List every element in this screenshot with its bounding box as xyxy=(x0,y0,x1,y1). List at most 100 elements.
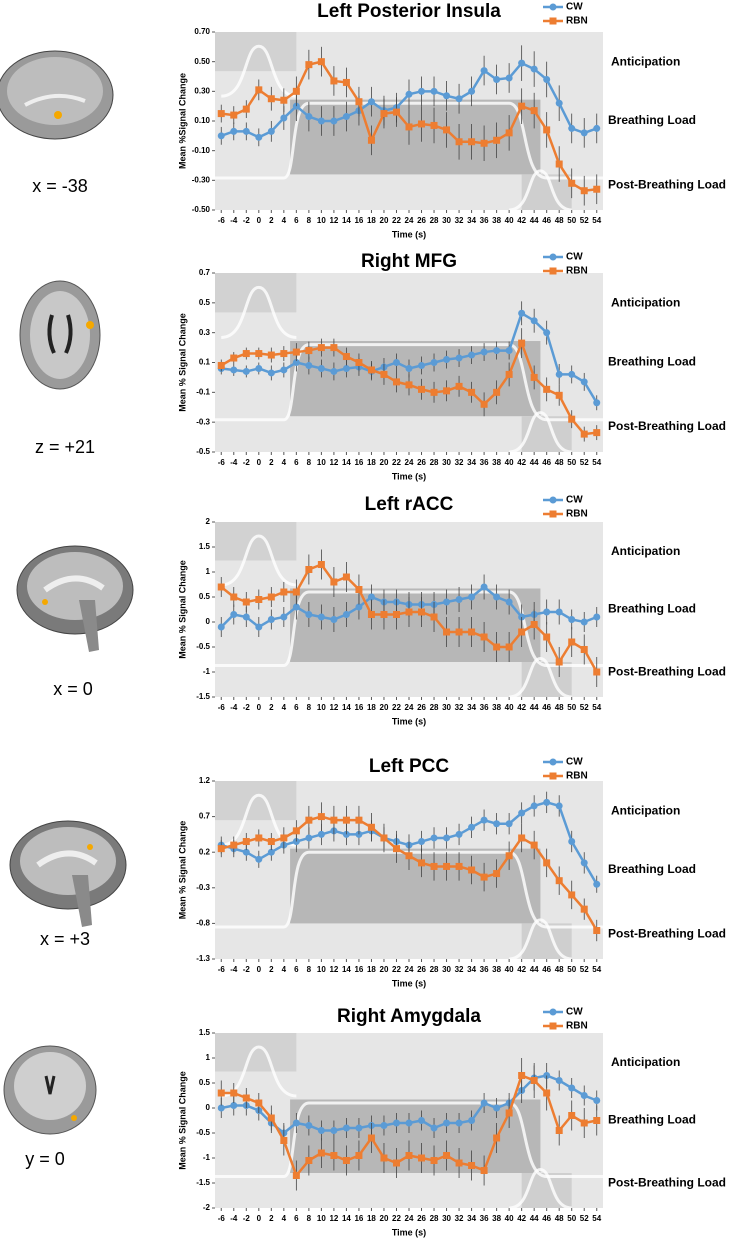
data-point xyxy=(493,347,501,355)
y-tick-label: -1 xyxy=(203,1153,211,1162)
data-point xyxy=(593,1117,601,1124)
x-tick-label: 16 xyxy=(354,1214,363,1223)
data-point xyxy=(505,129,513,137)
y-tick-label: 2 xyxy=(206,517,211,526)
y-tick-label: 1 xyxy=(206,567,211,576)
x-tick-label: 20 xyxy=(380,1214,389,1223)
data-point xyxy=(380,611,388,618)
data-point xyxy=(217,361,225,369)
data-point xyxy=(230,127,238,135)
x-tick-label: 14 xyxy=(342,703,351,712)
data-point xyxy=(342,113,350,121)
data-point xyxy=(380,370,388,378)
data-point xyxy=(580,187,588,195)
data-point xyxy=(505,820,513,828)
data-point xyxy=(455,95,463,103)
data-point xyxy=(392,378,400,386)
phase-curve xyxy=(508,169,572,212)
x-tick-label: 22 xyxy=(392,965,401,974)
data-point xyxy=(255,855,263,863)
x-tick-label: 40 xyxy=(505,458,514,467)
x-tick-label: 40 xyxy=(505,1214,514,1223)
data-point xyxy=(230,366,238,374)
phase-label: Post-Breathing Load xyxy=(608,926,726,940)
x-tick-label: 36 xyxy=(480,965,489,974)
x-tick-label: 44 xyxy=(530,458,539,467)
x-tick-label: 20 xyxy=(380,458,389,467)
x-tick-label: 34 xyxy=(467,703,476,712)
data-point xyxy=(593,668,601,676)
data-point xyxy=(593,185,601,193)
x-tick-label: 48 xyxy=(555,1214,564,1223)
x-tick-label: 38 xyxy=(492,965,501,974)
data-point xyxy=(543,633,551,641)
y-axis-label: Mean %Signal Change xyxy=(177,73,187,169)
phase-label: Anticipation xyxy=(611,803,680,817)
data-point xyxy=(505,74,513,82)
phase-curve xyxy=(221,534,297,587)
data-point xyxy=(367,98,375,106)
data-point xyxy=(355,1152,363,1159)
data-point xyxy=(493,820,501,828)
data-point xyxy=(267,1114,275,1122)
data-point xyxy=(468,388,476,396)
data-point xyxy=(292,359,300,366)
brain-image xyxy=(16,545,134,652)
data-point xyxy=(342,353,350,361)
x-tick-label: 22 xyxy=(392,216,401,225)
data-point xyxy=(305,113,313,121)
data-point xyxy=(493,870,501,878)
x-axis-label: Time (s) xyxy=(392,1227,426,1237)
data-point xyxy=(305,834,313,842)
data-point xyxy=(292,588,300,596)
data-point xyxy=(267,369,275,377)
x-tick-label: 4 xyxy=(282,458,287,467)
x-tick-label: 12 xyxy=(329,216,338,225)
x-tick-label: 38 xyxy=(492,703,501,712)
x-tick-label: 2 xyxy=(269,216,274,225)
data-point xyxy=(405,123,413,131)
data-point xyxy=(555,370,563,378)
x-tick-label: 26 xyxy=(417,216,426,225)
phase-curve xyxy=(508,918,572,961)
data-point xyxy=(568,415,576,423)
load-shade xyxy=(290,341,541,417)
x-tick-label: 34 xyxy=(467,216,476,225)
data-point xyxy=(493,643,501,651)
y-tick-label: 0.30 xyxy=(194,86,210,95)
phase-label: Post-Breathing Load xyxy=(608,1176,726,1190)
data-point xyxy=(543,608,551,616)
phase-curve xyxy=(508,411,572,454)
x-tick-label: 48 xyxy=(555,965,564,974)
data-point xyxy=(217,845,225,853)
data-point xyxy=(305,566,313,573)
data-point xyxy=(267,351,275,359)
data-point xyxy=(255,364,263,372)
y-tick-label: -1.5 xyxy=(196,692,210,701)
data-point xyxy=(580,378,588,386)
post-shade xyxy=(521,923,572,959)
data-point xyxy=(330,1127,338,1134)
data-point xyxy=(480,583,488,591)
x-tick-label: 38 xyxy=(492,458,501,467)
data-point xyxy=(568,1112,576,1119)
x-tick-label: 36 xyxy=(480,703,489,712)
data-point xyxy=(280,114,288,122)
data-point xyxy=(430,1157,438,1164)
y-tick-label: 1.5 xyxy=(199,542,211,551)
data-point xyxy=(305,361,313,369)
x-tick-label: 28 xyxy=(430,1214,439,1223)
data-point xyxy=(455,1119,463,1127)
data-point xyxy=(468,866,476,874)
x-tick-label: 0 xyxy=(257,1214,262,1223)
y-tick-label: -0.10 xyxy=(192,146,211,155)
data-point xyxy=(330,77,338,85)
y-tick-label: -0.50 xyxy=(192,205,211,214)
data-point xyxy=(355,359,363,366)
data-point xyxy=(505,852,513,860)
data-point xyxy=(480,816,488,824)
data-point xyxy=(418,361,426,369)
data-point xyxy=(305,611,313,618)
chart-title: Left Posterior Insula xyxy=(317,1,501,22)
y-tick-label: -0.5 xyxy=(196,642,210,651)
